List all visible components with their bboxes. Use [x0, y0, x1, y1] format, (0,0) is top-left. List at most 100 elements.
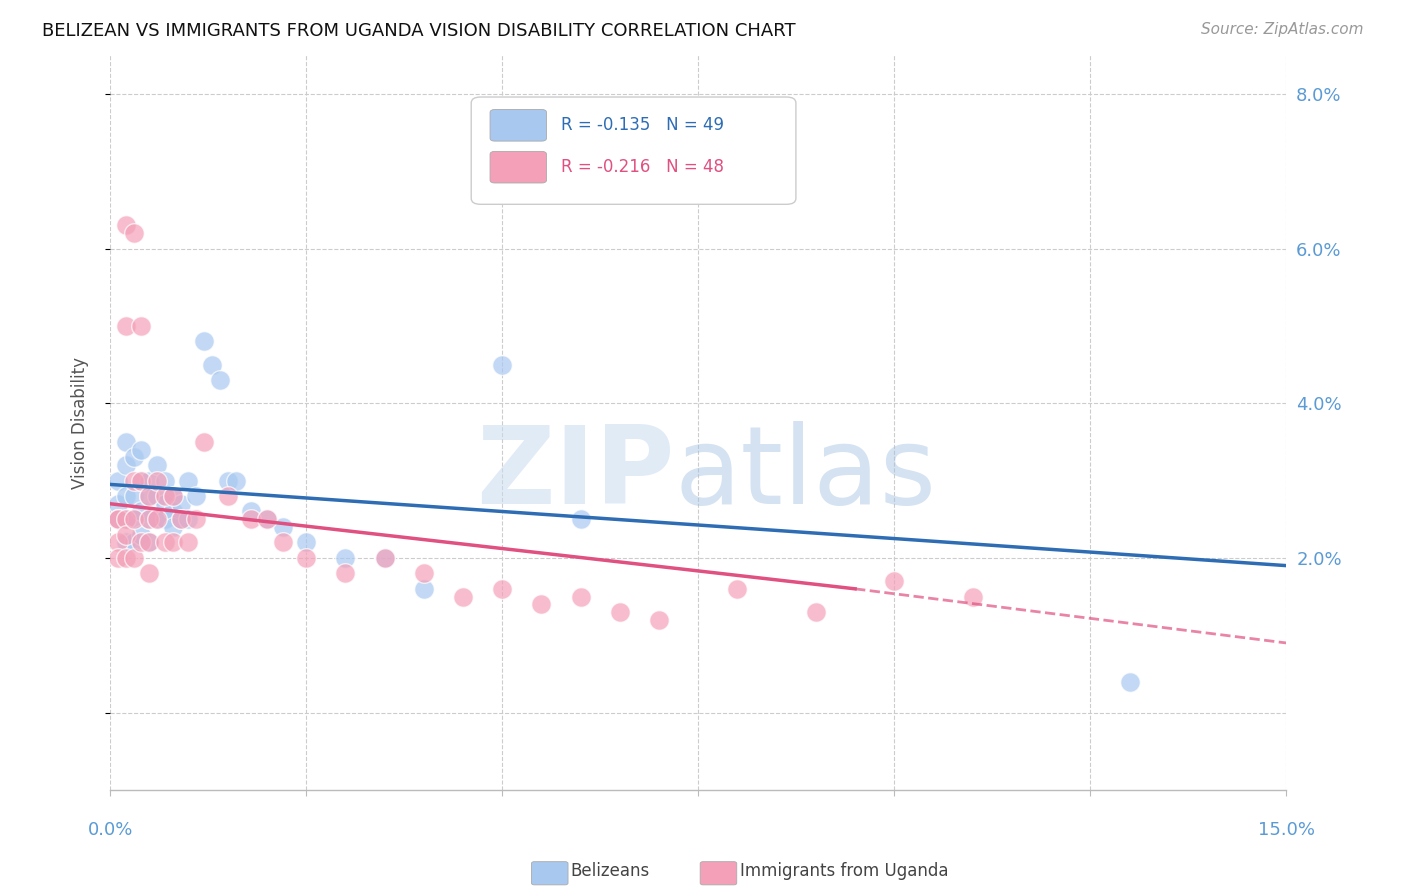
Point	[131, 474, 153, 488]
Point	[138, 489, 160, 503]
Point	[1118, 674, 1140, 689]
Text: ZIP: ZIP	[477, 421, 675, 527]
Point	[335, 566, 357, 581]
Point	[131, 504, 153, 518]
Point	[138, 512, 160, 526]
Point	[727, 582, 749, 596]
Point	[138, 535, 160, 549]
Point	[153, 474, 176, 488]
Point	[271, 520, 294, 534]
Point	[122, 226, 145, 240]
Point	[569, 590, 592, 604]
Point	[122, 535, 145, 549]
Point	[146, 512, 169, 526]
Point	[177, 512, 200, 526]
Point	[193, 334, 215, 349]
Point	[122, 550, 145, 565]
Point	[240, 504, 263, 518]
Text: 15.0%: 15.0%	[1258, 821, 1315, 838]
Point	[186, 489, 208, 503]
Point	[114, 318, 136, 333]
FancyBboxPatch shape	[491, 110, 547, 141]
Point	[146, 474, 169, 488]
Point	[295, 535, 318, 549]
Point	[114, 219, 136, 233]
Point	[412, 566, 434, 581]
Point	[271, 535, 294, 549]
Point	[256, 512, 278, 526]
Point	[883, 574, 905, 588]
Text: Immigrants from Uganda: Immigrants from Uganda	[740, 863, 948, 880]
Point	[107, 550, 129, 565]
Point	[177, 474, 200, 488]
Point	[114, 512, 136, 526]
Point	[491, 358, 513, 372]
Point	[186, 512, 208, 526]
Point	[122, 512, 145, 526]
Text: Belizeans: Belizeans	[571, 863, 650, 880]
Point	[122, 512, 145, 526]
Point	[107, 497, 129, 511]
Point	[114, 512, 136, 526]
Point	[193, 434, 215, 449]
Point	[412, 582, 434, 596]
Point	[153, 512, 176, 526]
Point	[131, 474, 153, 488]
Point	[162, 520, 184, 534]
Point	[177, 535, 200, 549]
Point	[335, 550, 357, 565]
Point	[153, 535, 176, 549]
Point	[107, 535, 129, 549]
Point	[225, 474, 247, 488]
Point	[131, 535, 153, 549]
Point	[169, 512, 191, 526]
Point	[162, 489, 184, 503]
Y-axis label: Vision Disability: Vision Disability	[72, 357, 89, 489]
Point	[122, 450, 145, 465]
Point	[451, 590, 474, 604]
Point	[131, 318, 153, 333]
Point	[114, 527, 136, 541]
Text: BELIZEAN VS IMMIGRANTS FROM UGANDA VISION DISABILITY CORRELATION CHART: BELIZEAN VS IMMIGRANTS FROM UGANDA VISIO…	[42, 22, 796, 40]
Point	[201, 358, 224, 372]
Point	[138, 566, 160, 581]
Point	[131, 442, 153, 457]
Point	[530, 597, 553, 611]
Point	[217, 474, 239, 488]
Point	[122, 489, 145, 503]
Point	[122, 474, 145, 488]
Text: 0.0%: 0.0%	[87, 821, 132, 838]
Point	[208, 373, 231, 387]
Point	[107, 474, 129, 488]
Point	[162, 535, 184, 549]
Point	[962, 590, 984, 604]
Point	[107, 512, 129, 526]
Point	[374, 550, 396, 565]
Point	[153, 497, 176, 511]
Point	[146, 458, 169, 472]
Text: atlas: atlas	[675, 421, 936, 527]
Point	[609, 605, 631, 619]
Point	[107, 512, 129, 526]
Point	[138, 535, 160, 549]
Text: Source: ZipAtlas.com: Source: ZipAtlas.com	[1201, 22, 1364, 37]
FancyBboxPatch shape	[491, 152, 547, 183]
Point	[153, 489, 176, 503]
Point	[138, 512, 160, 526]
Point	[295, 550, 318, 565]
Point	[169, 497, 191, 511]
Point	[256, 512, 278, 526]
Point	[138, 474, 160, 488]
Point	[138, 489, 160, 503]
Text: R = -0.216   N = 48: R = -0.216 N = 48	[561, 158, 724, 176]
Point	[374, 550, 396, 565]
Point	[114, 535, 136, 549]
Point	[114, 434, 136, 449]
Text: R = -0.135   N = 49: R = -0.135 N = 49	[561, 116, 724, 134]
Point	[114, 458, 136, 472]
Point	[131, 527, 153, 541]
Point	[146, 489, 169, 503]
Point	[162, 489, 184, 503]
Point	[162, 504, 184, 518]
Point	[169, 512, 191, 526]
